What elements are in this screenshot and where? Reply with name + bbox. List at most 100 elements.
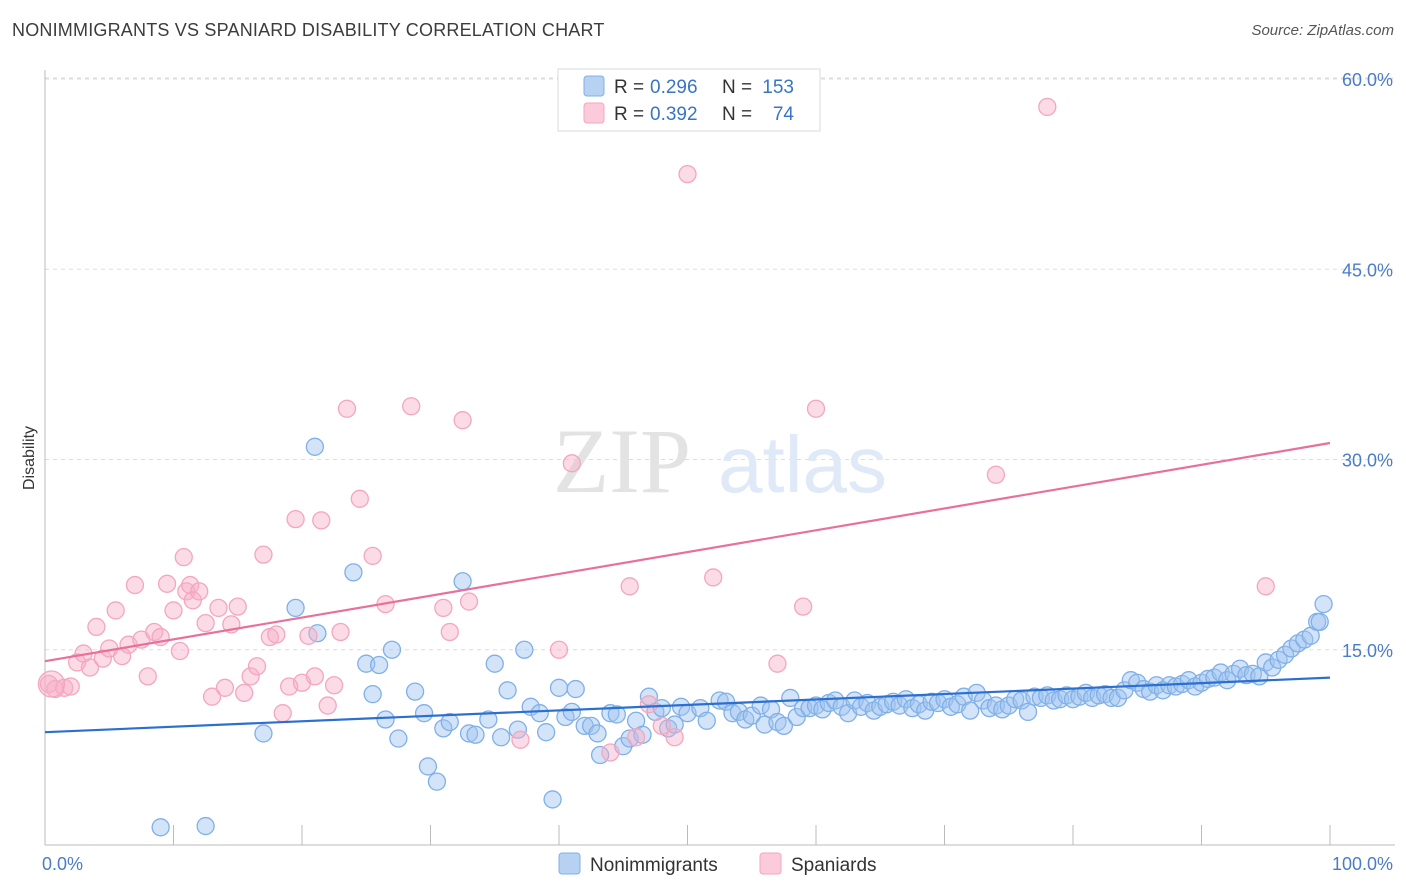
point-spaniards bbox=[453, 411, 472, 430]
point-spaniards bbox=[254, 545, 273, 564]
trend-lines bbox=[44, 441, 1331, 734]
legend-swatch-spaniards bbox=[583, 102, 605, 124]
point-nonimmigrants bbox=[1310, 612, 1329, 631]
point-nonimmigrants bbox=[781, 688, 800, 708]
point-spaniards bbox=[106, 601, 125, 620]
point-spaniards bbox=[299, 626, 318, 645]
point-nonimmigrants bbox=[369, 655, 389, 675]
point-spaniards bbox=[363, 546, 382, 566]
point-spaniards bbox=[170, 641, 190, 661]
point-nonimmigrants bbox=[418, 757, 438, 776]
point-spaniards bbox=[434, 598, 453, 618]
point-spaniards bbox=[196, 613, 215, 633]
point-spaniards bbox=[87, 617, 106, 637]
point-spaniards bbox=[125, 575, 145, 595]
point-nonimmigrants bbox=[453, 572, 472, 591]
y-tick-label: 15.0% bbox=[1342, 641, 1393, 661]
chart-source: Source: ZipAtlas.com bbox=[1251, 22, 1394, 39]
y-tick-label: 30.0% bbox=[1342, 451, 1393, 471]
point-spaniards bbox=[337, 399, 357, 418]
bottom-legend-label-spaniards: Spaniards bbox=[791, 855, 877, 876]
point-spaniards bbox=[305, 667, 325, 686]
point-spaniards bbox=[459, 592, 479, 611]
point-nonimmigrants bbox=[697, 711, 716, 730]
point-nonimmigrants bbox=[466, 725, 485, 744]
point-spaniards bbox=[562, 454, 581, 473]
point-spaniards bbox=[157, 574, 177, 593]
point-spaniards bbox=[241, 667, 260, 686]
point-nonimmigrants bbox=[382, 640, 402, 659]
point-nonimmigrants bbox=[543, 790, 562, 809]
point-nonimmigrants bbox=[537, 723, 556, 742]
point-spaniards bbox=[37, 670, 66, 698]
point-spaniards bbox=[247, 657, 267, 676]
point-nonimmigrants bbox=[459, 724, 479, 743]
point-spaniards bbox=[350, 489, 369, 508]
legend: R = 0.296 N = 153 R = 0.392 N = 74 bbox=[557, 68, 821, 132]
point-spaniards bbox=[235, 683, 254, 703]
bottom-legend-swatch-spaniards bbox=[759, 852, 782, 875]
point-spaniards bbox=[228, 597, 247, 616]
point-spaniards bbox=[324, 676, 344, 695]
point-spaniards bbox=[331, 622, 350, 642]
point-nonimmigrants bbox=[562, 702, 581, 722]
point-nonimmigrants bbox=[405, 682, 425, 701]
point-spaniards bbox=[440, 622, 459, 642]
point-nonimmigrants bbox=[389, 729, 408, 748]
y-axis-label: Disability bbox=[21, 426, 38, 490]
point-nonimmigrants bbox=[774, 716, 794, 735]
point-nonimmigrants bbox=[305, 437, 325, 456]
point-nonimmigrants bbox=[376, 710, 395, 729]
point-nonimmigrants bbox=[427, 772, 447, 791]
point-nonimmigrants bbox=[530, 704, 549, 723]
point-spaniards bbox=[639, 695, 659, 714]
bottom-legend-swatch-nonimmigrants bbox=[558, 852, 581, 875]
point-nonimmigrants bbox=[440, 712, 459, 732]
y-tick-label: 45.0% bbox=[1342, 260, 1393, 280]
point-nonimmigrants bbox=[566, 679, 585, 699]
point-spaniards bbox=[267, 625, 286, 644]
point-spaniards bbox=[273, 704, 292, 723]
watermark-zip: ZIP bbox=[553, 410, 691, 512]
watermark: ZIP atlas bbox=[553, 410, 887, 512]
watermark-atlas: atlas bbox=[718, 420, 887, 509]
point-spaniards bbox=[549, 640, 569, 659]
point-nonimmigrants bbox=[1314, 594, 1333, 614]
point-spaniards bbox=[61, 677, 80, 696]
point-spaniards bbox=[209, 598, 228, 618]
point-spaniards bbox=[794, 597, 813, 616]
legend-n-label-1: N = bbox=[722, 77, 752, 98]
point-spaniards bbox=[511, 730, 530, 749]
point-spaniards bbox=[665, 728, 684, 747]
legend-r-label-2: R = bbox=[614, 104, 644, 125]
point-nonimmigrants bbox=[151, 818, 170, 837]
point-nonimmigrants bbox=[286, 598, 305, 618]
point-spaniards bbox=[215, 678, 235, 697]
axes: 15.0% 30.0% 45.0% 60.0% 0.0% 100.0% bbox=[42, 70, 1395, 874]
point-spaniards bbox=[806, 399, 826, 418]
point-spaniards bbox=[138, 667, 157, 686]
bottom-legend-label-nonimmigrants: Nonimmigrants bbox=[590, 855, 718, 876]
legend-swatch-nonimmigrants bbox=[583, 75, 605, 97]
point-nonimmigrants bbox=[498, 681, 517, 700]
x-tick-label-min: 0.0% bbox=[42, 854, 83, 874]
point-spaniards bbox=[190, 582, 209, 601]
point-spaniards bbox=[652, 716, 671, 735]
point-spaniards bbox=[986, 465, 1006, 484]
point-spaniards bbox=[1256, 577, 1275, 596]
trend-line-nonimmigrants bbox=[44, 676, 1331, 734]
bottom-legend: Nonimmigrants Spaniards bbox=[558, 852, 877, 876]
point-spaniards bbox=[704, 568, 723, 587]
point-nonimmigrants bbox=[492, 728, 511, 747]
point-spaniards bbox=[286, 509, 305, 529]
point-spaniards bbox=[312, 511, 331, 530]
legend-r-value-1: 0.296 bbox=[650, 77, 698, 98]
point-spaniards bbox=[93, 649, 112, 668]
point-nonimmigrants bbox=[716, 692, 736, 711]
point-nonimmigrants bbox=[485, 654, 504, 673]
legend-r-label-1: R = bbox=[614, 77, 644, 98]
point-spaniards bbox=[768, 654, 787, 673]
point-spaniards bbox=[318, 696, 337, 715]
legend-n-value-1: 153 bbox=[762, 77, 794, 98]
